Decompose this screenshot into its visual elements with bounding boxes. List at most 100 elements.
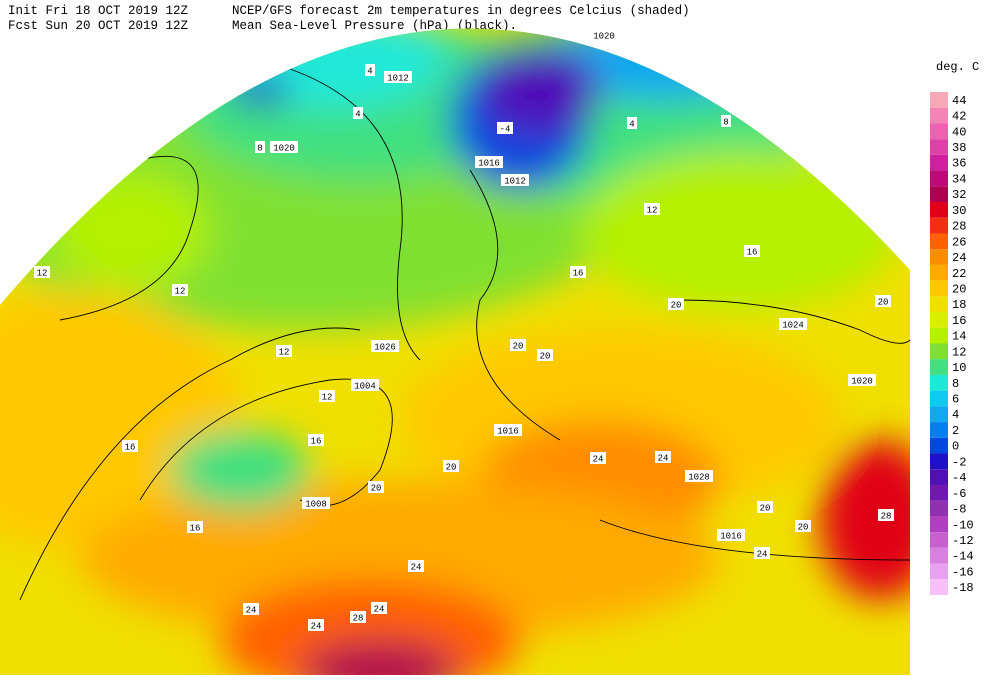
legend-label: -6	[952, 487, 966, 501]
contour-label-box	[744, 245, 760, 257]
legend-swatch	[930, 484, 948, 501]
contour-label: 20	[878, 297, 889, 307]
contour-label-box	[590, 452, 606, 464]
legend-swatch	[930, 563, 948, 580]
legend-swatch	[930, 186, 948, 203]
contour-label-box	[302, 497, 330, 509]
legend-label: -10	[952, 518, 974, 532]
contour-label: 20	[446, 462, 457, 472]
contour-label: 8	[257, 143, 262, 153]
legend-label: 10	[952, 361, 966, 375]
contour-label: 28	[881, 511, 892, 521]
legend-label: 40	[952, 125, 966, 139]
legend-swatch	[930, 547, 948, 564]
legend-swatch	[930, 359, 948, 375]
legend-swatch	[930, 139, 948, 155]
legend-label: -16	[952, 565, 974, 579]
contour-label-box	[848, 374, 876, 386]
legend-label: 0	[952, 440, 959, 454]
contour-label-box	[779, 318, 807, 330]
contour-label: 1024	[782, 320, 804, 330]
contour-label-box	[795, 520, 811, 532]
legend-swatch	[930, 453, 948, 470]
legend-label: 42	[952, 110, 966, 124]
contour-label-box	[878, 509, 894, 521]
isobar	[469, 169, 561, 441]
legend-swatch	[930, 390, 948, 407]
contour-label-box	[350, 611, 366, 623]
map-area	[0, 28, 910, 675]
contour-label: 24	[246, 605, 257, 615]
contour-label-box	[627, 117, 637, 129]
legend-label: 16	[952, 314, 966, 328]
contour-label: 20	[513, 341, 524, 351]
isobar	[59, 155, 199, 321]
map-title: NCEP/GFS forecast 2m temperatures in deg…	[232, 4, 690, 18]
legend-swatch	[930, 500, 948, 517]
contour-label: 1026	[374, 342, 396, 352]
contour-label-box	[353, 107, 363, 119]
contour-label-box	[351, 379, 379, 391]
contour-label: 20	[798, 522, 809, 532]
legend-swatch	[930, 107, 948, 124]
contour-label: 1012	[504, 176, 526, 186]
contour-label: 12	[647, 205, 658, 215]
contour-label: 24	[757, 549, 768, 559]
contour-label: 16	[190, 523, 201, 533]
contour-label-box	[365, 64, 375, 76]
legend-swatch	[930, 217, 948, 234]
legend-label: 44	[952, 94, 966, 108]
legend-label: 36	[952, 157, 966, 171]
contour-label: 1016	[478, 158, 500, 168]
contour-label: -4	[500, 124, 511, 134]
legend-label: 22	[952, 267, 966, 281]
contour-label: 12	[279, 347, 290, 357]
contour-label: 1020	[851, 376, 873, 386]
legend-swatch	[930, 123, 948, 140]
contour-label: 12	[37, 268, 48, 278]
contour-label: 20	[540, 351, 551, 361]
legend-swatch	[930, 374, 948, 391]
contour-label: 24	[311, 621, 322, 631]
legend-label: 24	[952, 251, 966, 265]
legend-swatch	[930, 264, 948, 281]
contour-label-box	[757, 501, 773, 513]
contour-label: 4	[629, 119, 634, 129]
legend-label: 4	[952, 408, 959, 422]
legend-swatch	[930, 516, 948, 533]
forecast-time: Fcst Sun 20 OCT 2019 12Z	[8, 19, 189, 33]
contour-label-box	[494, 424, 522, 436]
legend-swatch	[930, 579, 948, 595]
contour-label-box	[685, 470, 713, 482]
legend-label: -18	[952, 581, 974, 595]
contour-label: 24	[374, 604, 385, 614]
legend-label: 28	[952, 220, 966, 234]
legend-swatch	[930, 406, 948, 423]
contour-label: 16	[747, 247, 758, 257]
contour-label: 16	[125, 442, 136, 452]
legend-swatch	[930, 532, 948, 548]
contour-label: 28	[353, 613, 364, 623]
contour-label: 24	[411, 562, 422, 572]
legend-swatch	[930, 170, 948, 187]
legend-title: deg. C	[936, 60, 979, 74]
legend-swatch	[930, 92, 948, 108]
contour-label: 24	[593, 454, 604, 464]
legend-label: -2	[952, 455, 966, 469]
legend-swatch	[930, 469, 948, 485]
contour-label: 1016	[720, 531, 742, 541]
legend-label: -14	[952, 550, 974, 564]
contour-label-box	[371, 340, 399, 352]
contour-label-box	[590, 29, 618, 41]
contour-label-box	[570, 266, 586, 278]
contour-label-box	[243, 603, 259, 615]
legend-swatch	[930, 343, 948, 360]
contour-label-box	[270, 141, 298, 153]
contour-label-box	[371, 602, 387, 614]
isobar	[679, 299, 910, 344]
legend-label: -4	[952, 471, 966, 485]
legend-label: 8	[952, 377, 959, 391]
contour-label: 20	[371, 483, 382, 493]
legend-swatch	[930, 312, 948, 328]
contour-label: 4	[355, 109, 360, 119]
